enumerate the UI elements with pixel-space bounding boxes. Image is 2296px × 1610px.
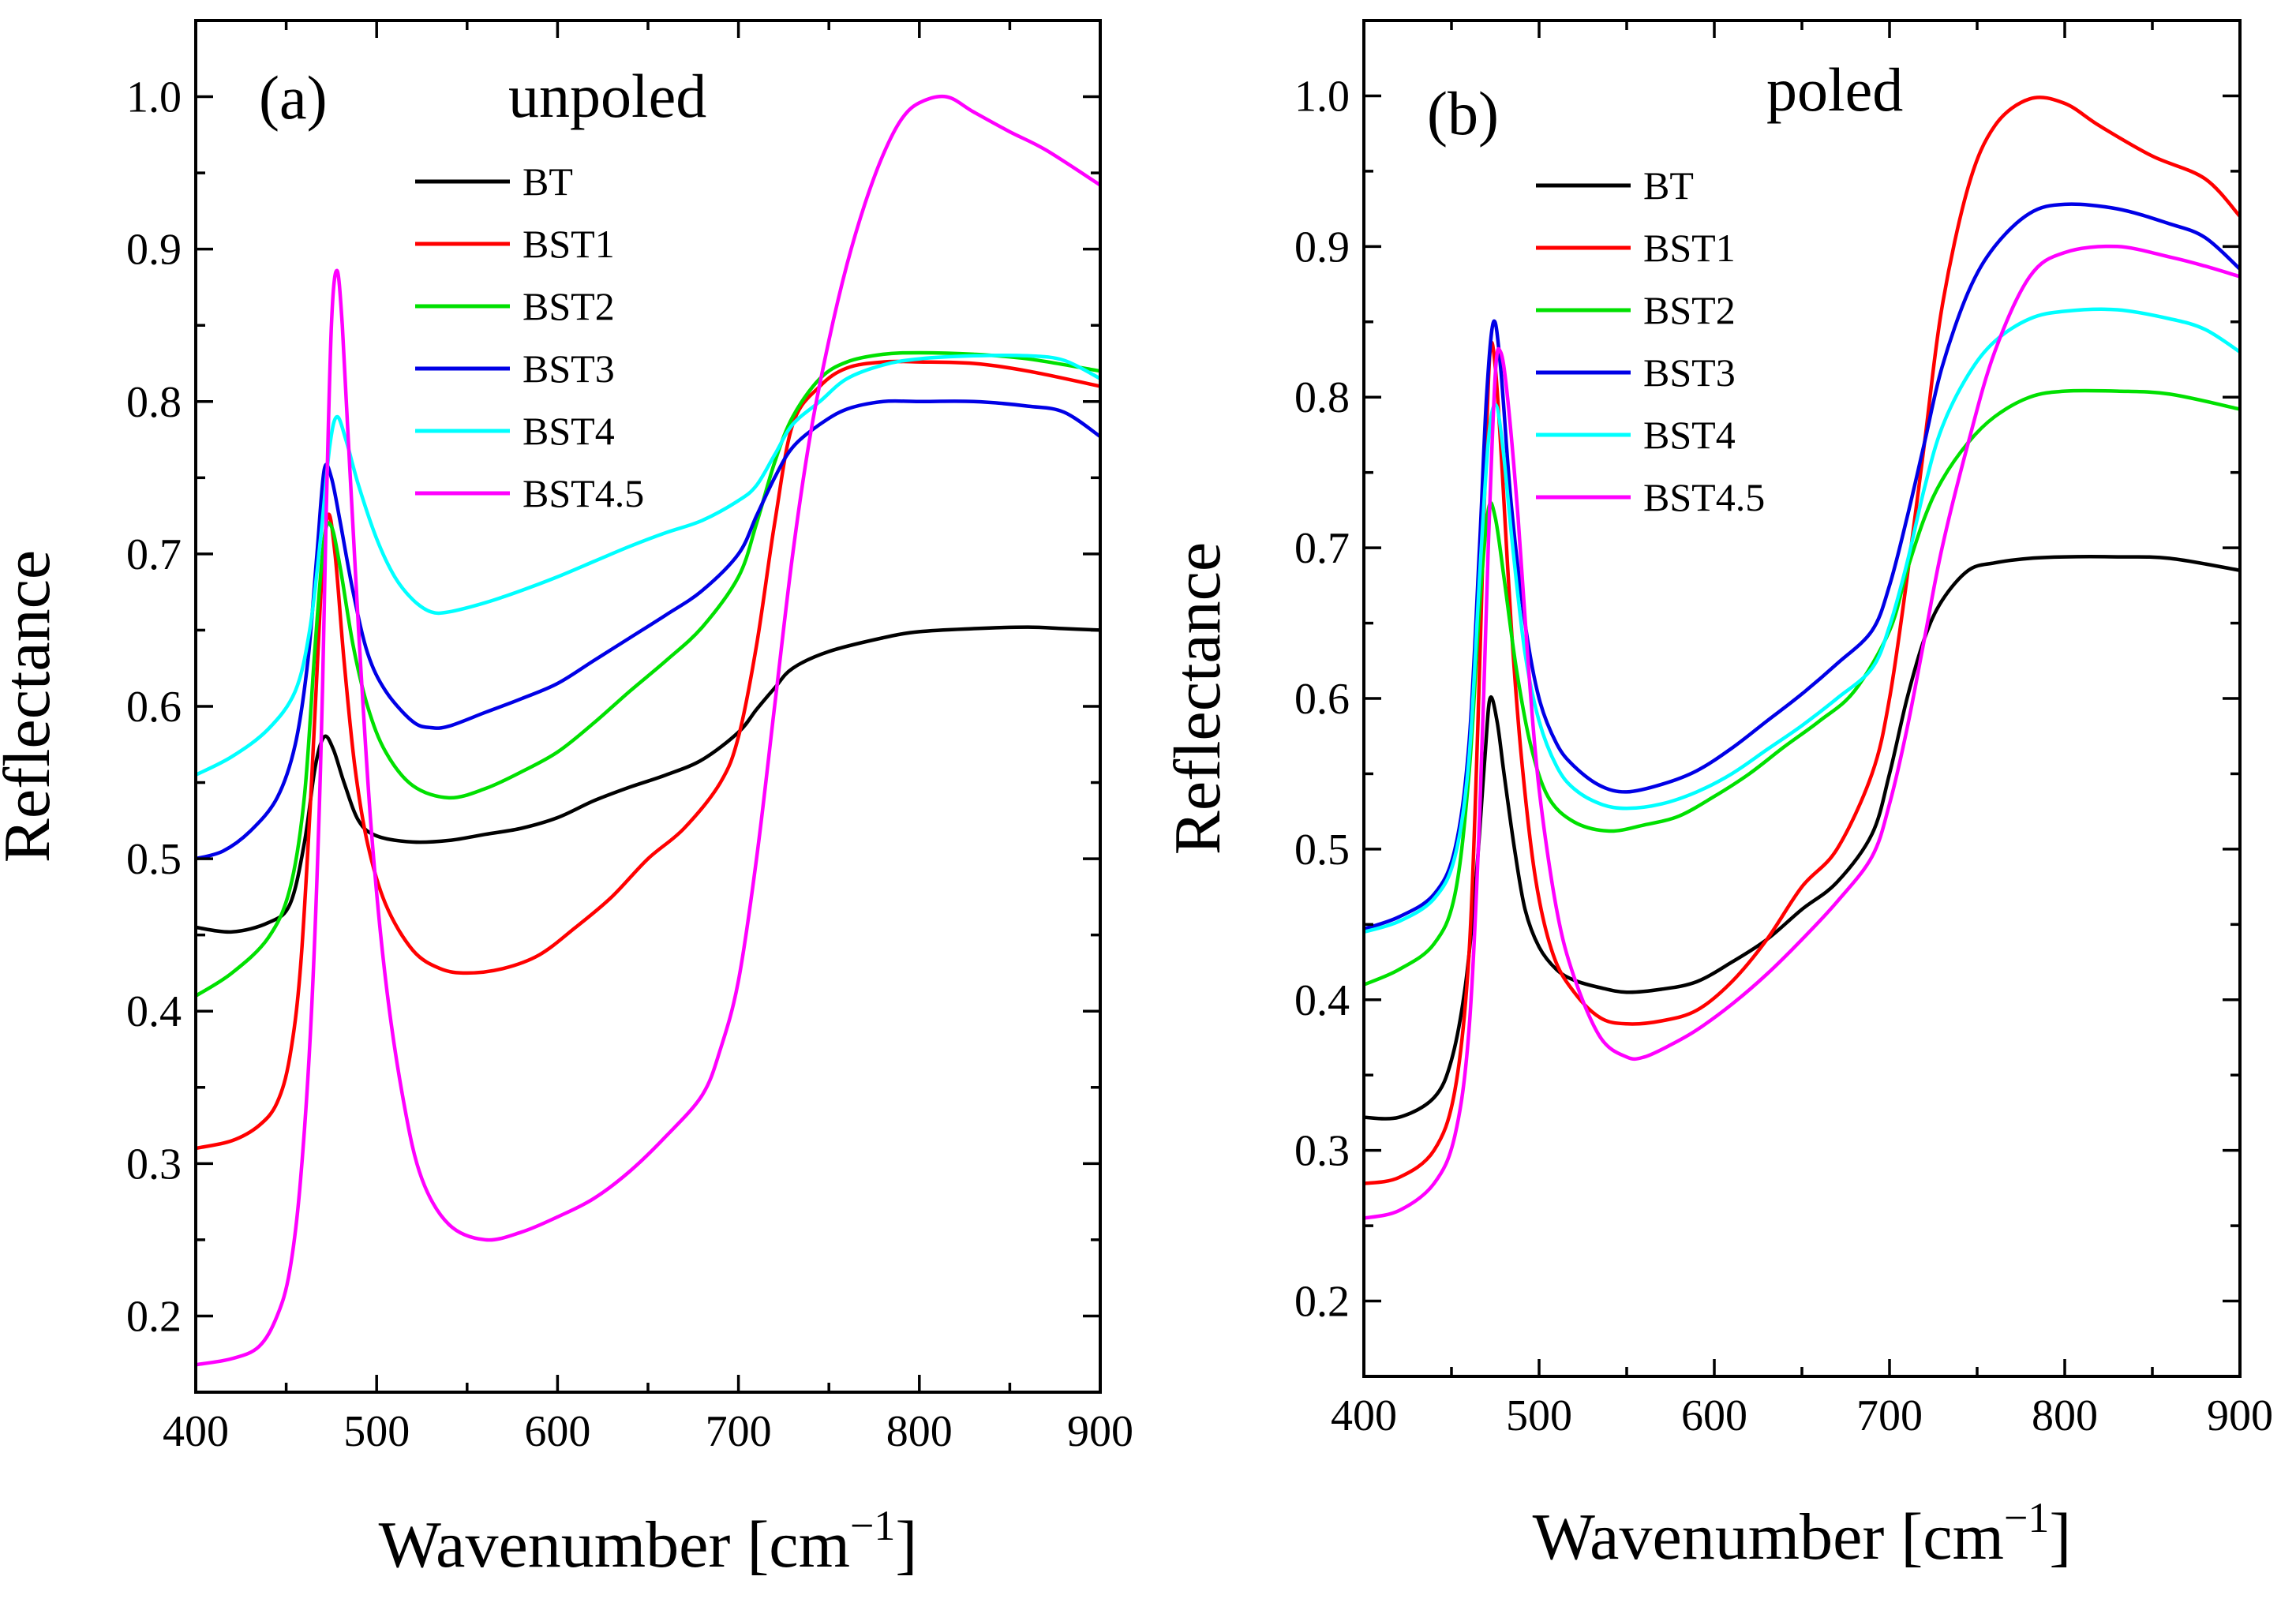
y-tick-label: 0.6: [126, 683, 182, 732]
x-axis-title-close: ]: [2049, 1500, 2071, 1574]
legend-label: BST1: [522, 222, 615, 266]
panel-title: poled: [1766, 55, 1903, 124]
x-tick-label: 400: [1331, 1391, 1397, 1440]
x-tick-label: 400: [163, 1407, 229, 1456]
legend-label: BST3: [1643, 350, 1736, 395]
x-axis-title-main: Wavenumber [cm: [379, 1508, 850, 1582]
legend-label: BST4: [1643, 413, 1736, 457]
plot-frame: [1362, 19, 2242, 1378]
x-tick-label: 600: [524, 1407, 590, 1456]
legend-label: BT: [522, 159, 573, 204]
y-tick-label: 0.9: [1294, 223, 1350, 271]
x-axis-title-main: Wavenumber [cm: [1533, 1500, 2004, 1574]
x-axis-title-close: ]: [895, 1508, 917, 1582]
legend-label: BST4: [522, 409, 615, 453]
x-tick-label: 500: [343, 1407, 410, 1456]
y-tick-label: 0.6: [1294, 675, 1350, 724]
y-tick-label: 1.0: [126, 73, 182, 122]
x-axis-title-superscript: −1: [2004, 1494, 2049, 1541]
x-tick-label: 700: [1856, 1391, 1923, 1440]
y-tick-label: 0.7: [1294, 524, 1350, 573]
x-tick-label: 900: [1067, 1407, 1133, 1456]
series-lines: [1364, 95, 2240, 1220]
y-tick-label: 0.2: [126, 1292, 182, 1341]
legend-label: BST2: [1643, 288, 1736, 332]
legend-label: BST1: [1643, 226, 1736, 270]
panel-label: (a): [259, 63, 328, 132]
x-axis-title: Wavenumber [cm−1]: [379, 1502, 918, 1582]
series-line-bst4: [196, 353, 1100, 777]
panel-title: unpoled: [508, 62, 706, 130]
x-tick-label: 600: [1681, 1391, 1747, 1440]
series-line-bt: [196, 625, 1100, 934]
series-line-bst4-5: [1364, 244, 2240, 1220]
y-tick-label: 1.0: [1294, 72, 1350, 121]
series-line-bst4: [1364, 307, 2240, 934]
x-tick-label: 700: [706, 1407, 772, 1456]
x-tick-label: 500: [1506, 1391, 1572, 1440]
y-tick-label: 0.4: [126, 987, 182, 1036]
y-tick-label: 0.9: [126, 226, 182, 275]
chart-panel-b: 400 500 600 700 800 900 0.2 0.3 0.4 0.5 0.6 0.7 0.8 0…: [1161, 19, 2273, 1574]
legend-label: BT: [1643, 163, 1694, 208]
legend-label: BST4.5: [1643, 475, 1765, 519]
x-tick-label: 900: [2207, 1391, 2273, 1440]
y-axis-title: Reflectance: [0, 550, 64, 863]
x-tick-label: 800: [886, 1407, 953, 1456]
x-axis-title-superscript: −1: [850, 1502, 895, 1549]
series-line-bst2: [1364, 388, 2240, 987]
y-axis-title: Reflectance: [1161, 542, 1234, 855]
y-tick-label: 0.8: [1294, 373, 1350, 422]
series-lines: [196, 94, 1100, 1367]
legend-label: BST3: [522, 346, 615, 391]
x-tick-label: 800: [2032, 1391, 2098, 1440]
y-tick-label: 0.5: [1294, 826, 1350, 874]
series-line-bst3: [1364, 202, 2240, 931]
y-tick-label: 0.7: [126, 530, 182, 579]
legend-label: BST4.5: [522, 471, 644, 515]
series-line-bst1: [1364, 95, 2240, 1185]
y-tick-label: 0.2: [1294, 1278, 1350, 1327]
series-line-bst2: [196, 350, 1100, 998]
y-tick-label: 0.5: [126, 835, 182, 884]
y-tick-label: 0.4: [1294, 976, 1350, 1025]
series-line-bst4-5: [196, 94, 1100, 1367]
y-tick-label: 0.3: [1294, 1127, 1350, 1176]
panel-label: (b): [1427, 79, 1499, 148]
x-axis-title: Wavenumber [cm−1]: [1533, 1494, 2072, 1574]
plot-frame: [194, 19, 1102, 1394]
series-line-bt: [1364, 555, 2240, 1121]
legend-label: BST2: [522, 284, 615, 328]
y-tick-label: 0.8: [126, 378, 182, 427]
y-tick-label: 0.3: [126, 1140, 182, 1189]
chart-panel-a: 400 500 600 700 800 900 0.2 0.3 0.4 0.5 0.6 0.7 0.8 0…: [0, 19, 1133, 1582]
